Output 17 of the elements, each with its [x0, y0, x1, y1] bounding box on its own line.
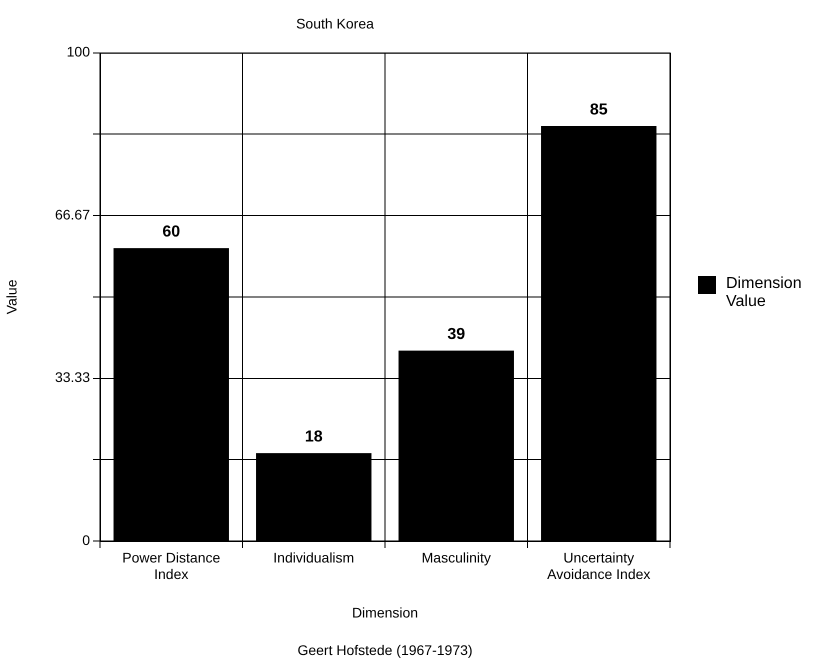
y-tick-label: 66.67	[54, 206, 90, 222]
data-label: 60	[162, 223, 180, 240]
data-label: 18	[304, 428, 323, 446]
chart-title: South Korea	[296, 15, 374, 32]
x-tick-label: Uncertainty Avoidance Index	[547, 549, 650, 582]
text: Geert Hofstede (1967-1973)	[297, 642, 473, 658]
legend-label: Dimension Value	[726, 274, 803, 311]
data-label: 85	[590, 101, 608, 118]
x-axis-title: Dimension	[352, 604, 418, 620]
y-axis-title: Value	[3, 279, 20, 314]
x-tick-label: Power Distance Index	[122, 549, 220, 582]
y-tick-label: 0	[82, 532, 90, 548]
y-tick-label: 33.33	[54, 369, 90, 386]
x-tick-label: Masculinity	[422, 549, 491, 566]
x-tick-label: Individualism	[273, 549, 354, 566]
y-tick-label: 100	[66, 44, 90, 60]
data-label: 39	[447, 326, 466, 344]
